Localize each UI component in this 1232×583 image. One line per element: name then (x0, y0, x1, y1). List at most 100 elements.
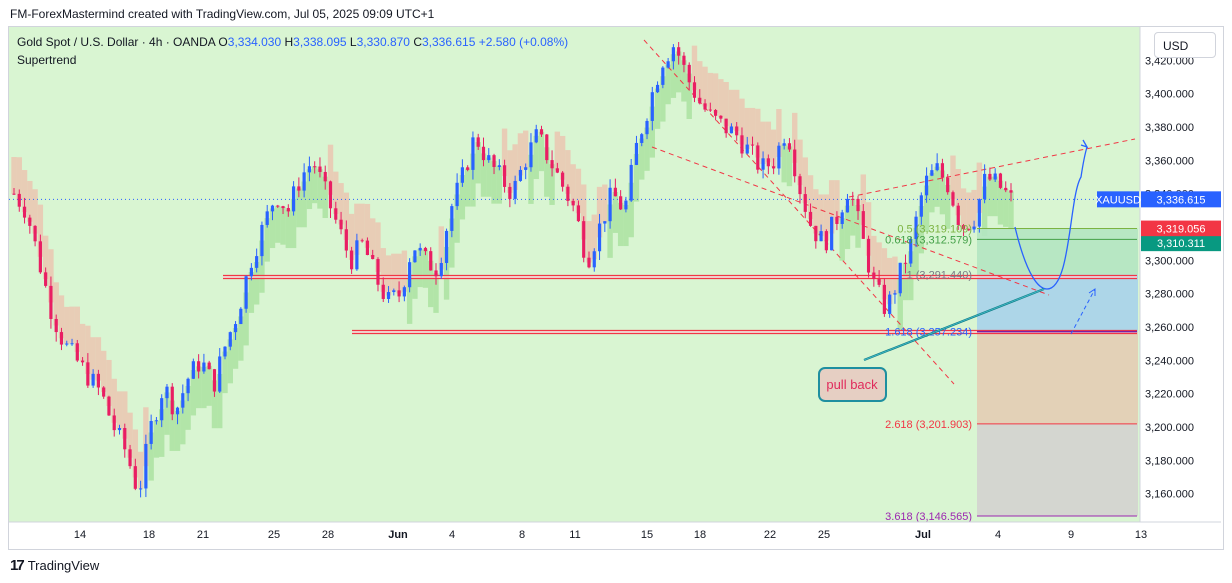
price-axis[interactable]: 3,420.0003,400.0003,380.0003,360.0003,34… (1145, 55, 1194, 500)
candle-bear (998, 173, 1003, 188)
time-tick-label: 18 (143, 529, 155, 541)
alt-path-dashed (1070, 288, 1096, 335)
green-price-tag (1141, 236, 1221, 252)
candle-bull (761, 158, 765, 170)
supertrend-down-fill (396, 253, 402, 294)
candle-bear (682, 55, 686, 65)
time-axis[interactable]: 14 18 21 25 28 Jun 4 8 11 15 18 22 25 Jul 4 9 13 (74, 529, 1147, 541)
supertrend-down-fill (770, 129, 777, 168)
supertrend-up-fill (317, 169, 323, 209)
alt-arrow-head (1088, 288, 1096, 296)
supertrend-up-fill (443, 246, 450, 300)
candle-bear (803, 194, 807, 212)
supertrend-down-fill (570, 164, 576, 204)
candle-bull (223, 346, 227, 357)
supertrend-down-fill (697, 61, 703, 101)
candle-bear (703, 103, 707, 110)
supertrend-down-fill (106, 359, 112, 407)
pullback-label: pull back (826, 377, 878, 392)
candle-bull (154, 420, 159, 422)
candle-bear (814, 225, 818, 242)
symbol-line: Gold Spot / U.S. Dollar · 4h · OANDA (17, 35, 216, 49)
time-tick-label: 18 (694, 529, 706, 541)
supertrend-up-fill (533, 135, 539, 180)
supertrend-up-fill (433, 273, 439, 313)
candle-bull (819, 231, 823, 242)
supertrend-up-fill (174, 410, 181, 451)
candle-bear (328, 181, 333, 209)
supertrend-down-fill (960, 188, 967, 228)
candle-bear (687, 64, 691, 83)
supertrend-up-fill (459, 175, 466, 220)
supertrend-down-fill (507, 150, 513, 193)
candle-bear (133, 466, 137, 489)
supertrend-up-fill (259, 240, 265, 293)
supertrend-up-fill (480, 153, 487, 197)
candle-bear (476, 137, 480, 147)
candle-bear (318, 166, 322, 172)
candle-bear (350, 250, 354, 270)
supertrend-up-fill (211, 380, 218, 429)
supertrend-up-fill (934, 166, 940, 207)
projection-paths (1014, 139, 1096, 335)
candle-bull (455, 182, 459, 207)
price-tick-label: 3,400.000 (1145, 89, 1194, 101)
candle-bear (112, 415, 116, 431)
candle-bear (281, 206, 285, 209)
chart-legend[interactable]: Gold Spot / U.S. Dollar · 4h · OANDA O3,… (17, 35, 568, 49)
candle-bull (202, 362, 206, 372)
supertrend-up-fill (549, 164, 555, 205)
supertrend-up-fill (612, 192, 619, 233)
supertrend-up-fill (275, 205, 281, 243)
price-tick-label: 3,260.000 (1145, 322, 1194, 334)
supertrend-up-fill (464, 168, 471, 207)
projected-arrow-head (1080, 139, 1089, 149)
fib-label: 0.618 (3,312.579) (885, 234, 972, 246)
tradingview-footer[interactable]: 17 TradingView (10, 557, 99, 574)
low-value: 3,330.870 (356, 35, 410, 49)
candle-bull (392, 290, 396, 293)
supertrend-up-fill (227, 339, 233, 384)
supertrend-down-fill (755, 108, 761, 158)
candle-bear (808, 211, 813, 226)
candle-bear (508, 186, 512, 199)
candle-bear (866, 238, 871, 273)
candle-bear (787, 143, 792, 150)
candle-bull (386, 292, 391, 299)
candle-bear (713, 110, 718, 116)
supertrend-down-fill (871, 235, 877, 276)
candle-bull (650, 92, 654, 121)
pullback-arrow-inner (863, 288, 1045, 361)
chart-canvas[interactable]: 0.5 (3,319.109)0.618 (3,312.579) 1 (3,291… (9, 27, 1221, 547)
supertrend-up-fill (201, 367, 207, 409)
supertrend-down-fill (765, 121, 772, 163)
time-tick-label: 8 (519, 529, 525, 541)
supertrend-up-fill (839, 218, 845, 261)
supertrend-down-fill (127, 412, 133, 458)
tp-zone-upper (977, 228, 1138, 275)
candle-bear (988, 173, 992, 180)
supertrend-up-fill (633, 153, 640, 202)
candle-bear (555, 168, 559, 173)
supertrend-up-fill (786, 146, 793, 187)
tradingview-brand: TradingView (27, 558, 100, 573)
candle-bear (102, 387, 106, 397)
candle-bull (629, 164, 633, 201)
supertrend-down-fill (828, 180, 835, 234)
supertrend-down-fill (955, 169, 961, 216)
candle-bear (170, 386, 174, 415)
pullback-callout[interactable]: pull back (818, 287, 1045, 402)
indicator-legend[interactable]: Supertrend (17, 53, 77, 67)
candle-bear (766, 158, 770, 167)
supertrend-up-fill (190, 370, 197, 416)
candle-bear (38, 241, 42, 273)
candle-bear (735, 126, 739, 136)
currency-button[interactable]: USD (1154, 32, 1216, 58)
supertrend-up-fill (217, 374, 223, 429)
supertrend-up-fill (665, 64, 671, 105)
candle-bear (297, 186, 301, 191)
close-label: C (413, 35, 422, 49)
candle-bear (123, 428, 127, 450)
supertrend-up-fill (660, 76, 666, 122)
supertrend-up-fill (681, 60, 687, 102)
